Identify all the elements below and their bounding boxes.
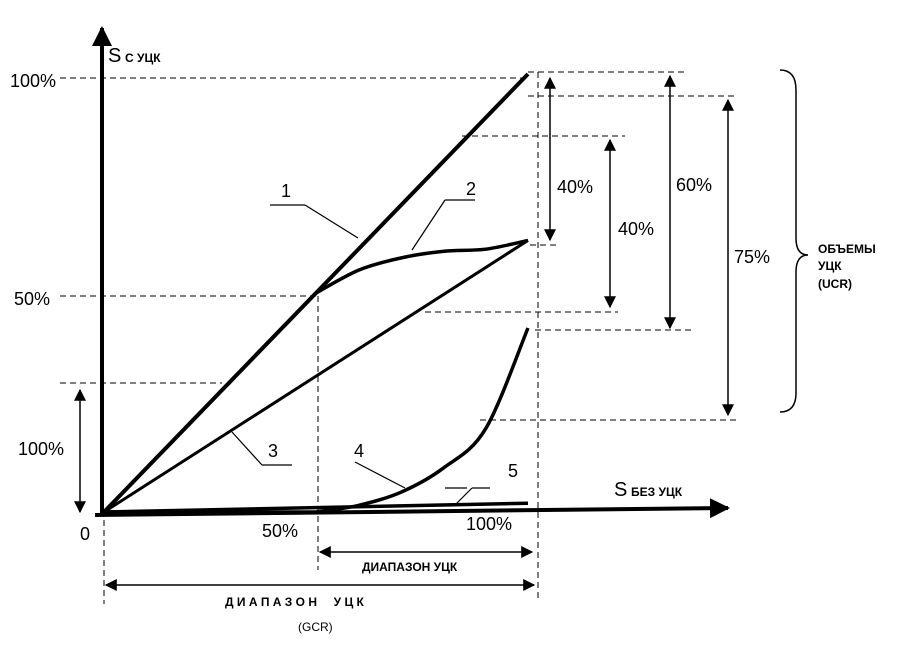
volume-brace [779, 69, 809, 413]
series-label-4: 4 [354, 441, 364, 461]
left-range-label: 100% [18, 439, 64, 459]
x-axis-label-main: S [614, 479, 627, 501]
volume-label-line3: (UCR) [818, 277, 852, 291]
volume-label-line2: УЦК [818, 259, 842, 273]
series-line-4 [104, 327, 530, 514]
dashed-guides [60, 71, 740, 604]
y-tick-100: 100% [10, 71, 56, 91]
range-short-label: ДИАПАЗОН УЦК [362, 560, 458, 574]
x-tick-50: 50% [262, 521, 298, 541]
y-axis-label-main: S [108, 45, 121, 67]
x-axis [94, 498, 730, 519]
range-long-sublabel: (GCR) [298, 620, 333, 634]
series-label-3: 3 [268, 441, 278, 461]
range-label-40a: 40% [557, 177, 593, 197]
range-long-label: Д И А П А З О Н У Ц К [225, 595, 365, 609]
y-tick-50: 50% [14, 289, 50, 309]
range-label-40b: 40% [618, 219, 654, 239]
series-label-2: 2 [466, 179, 476, 199]
leader-lines [231, 199, 490, 506]
series-line-2 [102, 238, 529, 514]
volume-label-line1: ОБЪЕМЫ [818, 242, 876, 256]
y-axis-label-sub: С УЦК [125, 51, 161, 65]
range-label-60: 60% [676, 175, 712, 195]
series-line-3 [103, 239, 529, 514]
origin-label: 0 [80, 524, 90, 544]
series-line-5 [103, 501, 529, 514]
series-label-1: 1 [281, 181, 291, 201]
series-label-5: 5 [508, 461, 518, 481]
x-axis-label-sub: БЕЗ УЦК [631, 485, 683, 499]
x-tick-100: 100% [466, 514, 512, 534]
range-label-75: 75% [734, 247, 770, 267]
